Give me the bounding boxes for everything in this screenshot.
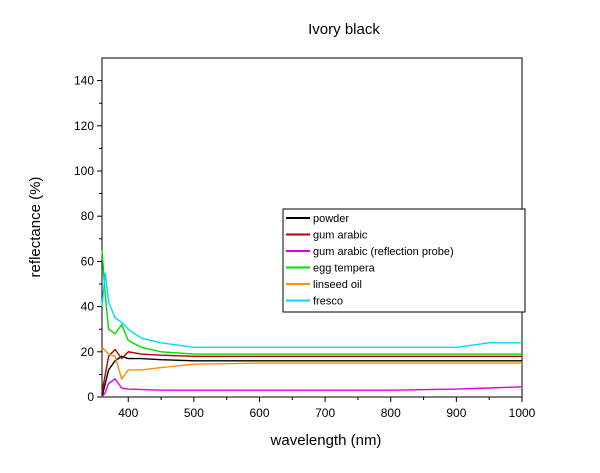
series-line-1 bbox=[101, 348, 522, 393]
x-axis-ticks: 400 500 600 700 800 900 1000 bbox=[118, 397, 536, 420]
y-tick-label: 20 bbox=[81, 345, 95, 359]
x-tick-label: 800 bbox=[381, 406, 401, 420]
x-tick-label: 600 bbox=[249, 406, 269, 420]
y-tick-label: 120 bbox=[74, 119, 94, 133]
legend: powder gum arabic gum arabic (reflection p… bbox=[282, 208, 526, 313]
series-line-5 bbox=[101, 272, 522, 348]
y-tick-label: 140 bbox=[74, 74, 94, 88]
series-line-4 bbox=[101, 346, 522, 381]
series-line-2 bbox=[101, 377, 523, 398]
y-tick-label: 40 bbox=[81, 300, 95, 314]
legend-label: gum arabic bbox=[313, 230, 368, 242]
y-tick-label: 80 bbox=[81, 209, 95, 223]
y-tick-label: 60 bbox=[81, 254, 95, 268]
chart-title: Ivory black bbox=[308, 21, 380, 38]
y-axis-label: reflectance (%) bbox=[27, 177, 44, 278]
series-line-3 bbox=[101, 250, 522, 355]
y-tick-label: 100 bbox=[74, 164, 94, 178]
legend-label: gum arabic (reflection probe) bbox=[313, 246, 454, 258]
legend-box bbox=[282, 208, 526, 313]
x-tick-label: 900 bbox=[446, 406, 466, 420]
legend-label: linseed oil bbox=[313, 279, 362, 291]
x-tick-label: 700 bbox=[315, 406, 335, 420]
legend-label: fresco bbox=[313, 296, 343, 308]
legend-label: egg tempera bbox=[313, 263, 376, 275]
x-tick-label: 400 bbox=[118, 406, 138, 420]
y-tick-label: 0 bbox=[87, 390, 94, 404]
series-lines bbox=[101, 250, 523, 398]
x-axis-label: wavelength (nm) bbox=[270, 432, 382, 449]
legend-label: powder bbox=[313, 213, 349, 225]
x-tick-label: 1000 bbox=[509, 406, 536, 420]
x-tick-label: 500 bbox=[184, 406, 204, 420]
y-axis-ticks: 0 20 40 60 80 100 120 140 bbox=[74, 74, 102, 404]
